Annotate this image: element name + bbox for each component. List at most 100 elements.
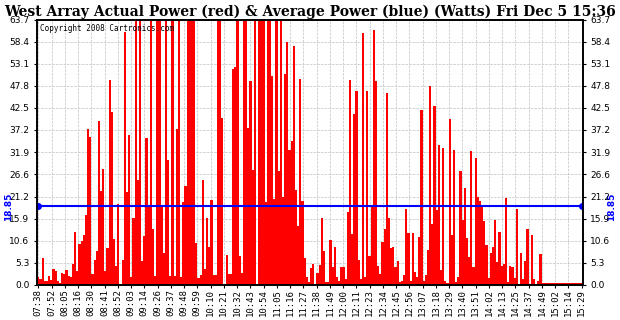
Bar: [464, 188, 466, 285]
Bar: [522, 279, 525, 285]
Bar: [156, 20, 159, 285]
Bar: [479, 202, 481, 285]
Bar: [202, 180, 204, 285]
Bar: [325, 282, 327, 285]
Bar: [459, 172, 461, 285]
Text: Copyright 2008 Cartronics.com: Copyright 2008 Cartronics.com: [40, 24, 174, 33]
Bar: [342, 267, 345, 285]
Bar: [546, 283, 548, 285]
Bar: [161, 207, 163, 285]
Bar: [141, 261, 143, 285]
Bar: [295, 190, 297, 285]
Bar: [407, 233, 410, 285]
Bar: [436, 211, 438, 285]
Bar: [81, 241, 82, 285]
Bar: [187, 20, 188, 285]
Bar: [210, 200, 213, 285]
Bar: [152, 228, 154, 285]
Bar: [360, 279, 362, 285]
Bar: [98, 121, 100, 285]
Bar: [291, 141, 293, 285]
Bar: [146, 138, 148, 285]
Bar: [82, 235, 85, 285]
Bar: [327, 282, 329, 285]
Bar: [373, 30, 375, 285]
Bar: [448, 119, 451, 285]
Bar: [319, 265, 321, 285]
Bar: [351, 234, 353, 285]
Bar: [561, 283, 564, 285]
Bar: [172, 20, 174, 285]
Bar: [570, 283, 572, 285]
Bar: [174, 276, 176, 285]
Bar: [262, 20, 265, 285]
Bar: [52, 268, 55, 285]
Text: 18.85: 18.85: [4, 192, 13, 220]
Bar: [416, 277, 419, 285]
Bar: [126, 192, 128, 285]
Bar: [347, 212, 349, 285]
Bar: [234, 67, 236, 285]
Bar: [364, 276, 366, 285]
Bar: [249, 81, 252, 285]
Bar: [358, 260, 360, 285]
Bar: [87, 129, 89, 285]
Bar: [512, 267, 513, 285]
Bar: [414, 272, 416, 285]
Bar: [516, 209, 518, 285]
Bar: [275, 20, 278, 285]
Bar: [293, 46, 295, 285]
Bar: [288, 150, 291, 285]
Bar: [518, 284, 520, 285]
Bar: [124, 32, 126, 285]
Bar: [148, 206, 150, 285]
Bar: [76, 271, 78, 285]
Bar: [89, 138, 91, 285]
Bar: [310, 268, 312, 285]
Bar: [184, 186, 187, 285]
Bar: [178, 20, 180, 285]
Bar: [334, 247, 336, 285]
Bar: [176, 129, 178, 285]
Bar: [371, 206, 373, 285]
Bar: [299, 79, 301, 285]
Bar: [206, 218, 208, 285]
Bar: [423, 281, 425, 285]
Bar: [284, 75, 286, 285]
Bar: [399, 282, 401, 285]
Bar: [193, 20, 195, 285]
Bar: [580, 283, 583, 285]
Bar: [477, 197, 479, 285]
Bar: [195, 243, 197, 285]
Bar: [548, 283, 551, 285]
Bar: [338, 281, 340, 285]
Bar: [204, 268, 206, 285]
Bar: [95, 251, 98, 285]
Bar: [564, 283, 565, 285]
Bar: [312, 264, 314, 285]
Bar: [481, 206, 483, 285]
Bar: [188, 20, 191, 285]
Bar: [115, 267, 117, 285]
Bar: [529, 284, 531, 285]
Bar: [265, 202, 267, 285]
Bar: [217, 20, 219, 285]
Bar: [102, 169, 104, 285]
Bar: [163, 253, 165, 285]
Bar: [100, 191, 102, 285]
Bar: [63, 274, 65, 285]
Bar: [446, 283, 448, 285]
Bar: [453, 150, 455, 285]
Bar: [61, 273, 63, 285]
Bar: [107, 248, 108, 285]
Bar: [180, 277, 182, 285]
Bar: [496, 262, 498, 285]
Bar: [340, 268, 342, 285]
Bar: [535, 284, 538, 285]
Bar: [68, 276, 69, 285]
Bar: [271, 76, 273, 285]
Bar: [332, 267, 334, 285]
Bar: [108, 80, 111, 285]
Bar: [336, 277, 338, 285]
Bar: [154, 276, 156, 285]
